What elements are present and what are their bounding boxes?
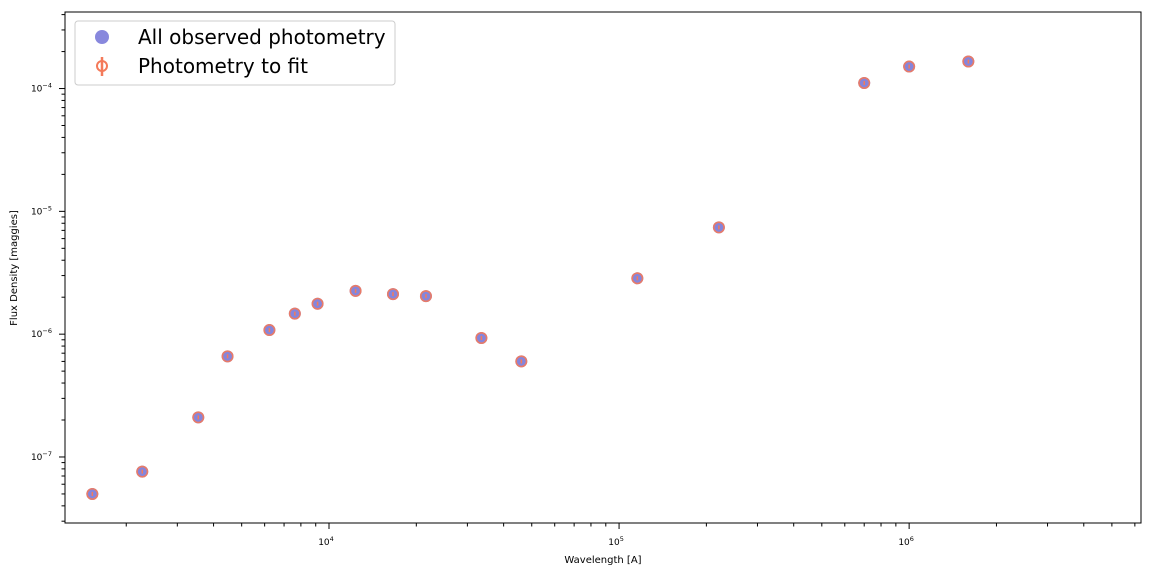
- y-tick-label: 10−7: [31, 450, 52, 463]
- y-axis-label: Flux Density [maggies]: [9, 210, 20, 326]
- y-tick-label-base: 10: [31, 207, 43, 217]
- x-tick-label-base: 10: [608, 538, 620, 548]
- fit-photometry-point: [349, 284, 362, 297]
- legend-label-fit: Photometry to fit: [138, 54, 308, 78]
- x-tick-label-exponent: 5: [620, 535, 624, 543]
- fit-photometry-point: [86, 487, 99, 500]
- y-tick-label: 10−6: [31, 327, 52, 340]
- y-tick-label-exponent: −6: [42, 327, 52, 335]
- y-tick-label: 10−5: [31, 204, 52, 217]
- y-tick-label-base: 10: [31, 453, 43, 463]
- y-tick-label: 10−4: [31, 82, 52, 95]
- x-tick-label: 105: [608, 535, 624, 548]
- fit-photometry-point: [288, 307, 301, 320]
- fit-photometry-point: [903, 60, 916, 73]
- fit-photometry-point: [221, 350, 234, 363]
- y-tick-label-exponent: −4: [42, 82, 52, 90]
- fit-photometry-point: [136, 465, 149, 478]
- fit-photometry-point: [263, 324, 276, 337]
- x-tick-label-exponent: 6: [910, 535, 914, 543]
- plot-area: [64, 11, 1142, 524]
- legend-marker-fit: [96, 60, 108, 72]
- x-tick-label-base: 10: [898, 538, 910, 548]
- y-tick-label-base: 10: [31, 85, 43, 95]
- data-points: [86, 55, 975, 500]
- fit-photometry-point: [475, 332, 488, 345]
- x-tick-label-base: 10: [318, 538, 330, 548]
- legend: All observed photometry Photometry to fi…: [74, 20, 396, 86]
- x-tick-label: 106: [898, 535, 914, 548]
- x-axis-label: Wavelength [A]: [564, 555, 641, 566]
- fit-photometry-point: [515, 355, 528, 368]
- y-tick-label-base: 10: [31, 330, 43, 340]
- legend-label-observed: All observed photometry: [138, 25, 386, 49]
- y-tick-label-exponent: −5: [42, 204, 52, 212]
- y-tick-label-exponent: −7: [42, 450, 52, 458]
- y-axis: 10−710−610−510−4: [31, 14, 65, 522]
- fit-photometry-point: [712, 221, 725, 234]
- fit-photometry-point: [192, 411, 205, 424]
- fit-photometry-point: [631, 272, 644, 285]
- x-tick-label-exponent: 4: [330, 535, 334, 543]
- legend-marker-observed: [95, 30, 109, 44]
- fit-photometry-point: [386, 288, 399, 301]
- x-axis: 104 105 106: [125, 523, 1136, 548]
- fit-photometry-point: [858, 76, 871, 89]
- fit-photometry-point: [419, 290, 432, 303]
- x-tick-label: 104: [318, 535, 334, 548]
- fit-photometry-point: [962, 55, 975, 68]
- legend-box: [74, 20, 396, 86]
- fit-photometry-point: [311, 297, 324, 310]
